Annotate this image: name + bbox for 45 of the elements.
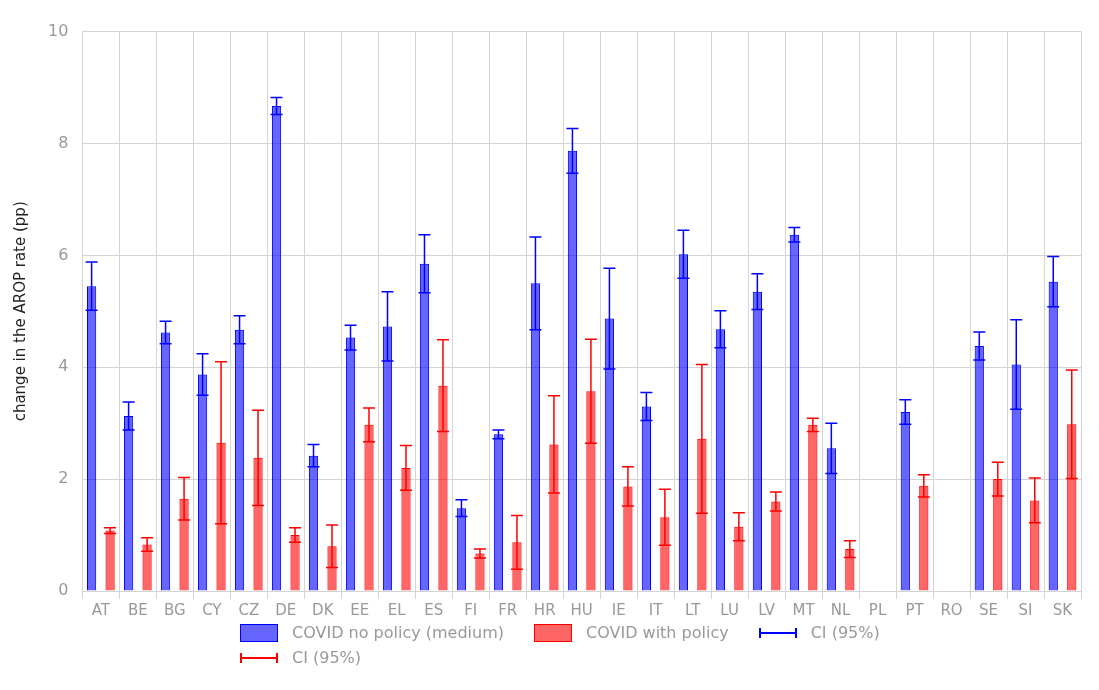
- x-tick-label: CY: [202, 600, 223, 619]
- x-tick-label: DE: [275, 600, 297, 619]
- y-axis-title: change in the AROP rate (pp): [10, 201, 29, 422]
- bar: [660, 517, 670, 591]
- x-tick-label: LU: [720, 600, 739, 619]
- x-tick-label: HR: [533, 600, 556, 619]
- x-tick-label: BE: [127, 600, 148, 619]
- text: CI (95%): [292, 648, 362, 667]
- bar: [549, 444, 559, 591]
- legend-label: COVID no policy (medium): [292, 623, 504, 642]
- x-tick-label: SI: [1018, 600, 1033, 619]
- legend-label: COVID with policy: [586, 623, 729, 642]
- x-tick-label: AT: [91, 600, 111, 619]
- bar: [586, 391, 596, 591]
- bar: [623, 486, 633, 591]
- bar: [105, 530, 115, 591]
- x-tick-label: FR: [498, 600, 518, 619]
- y-tick-label: 8: [58, 132, 69, 152]
- x-tick-label: ES: [424, 600, 444, 619]
- x-tick-label: FI: [464, 600, 478, 619]
- x-tick-label: PT: [905, 600, 925, 619]
- x-tick-label: PL: [868, 600, 887, 619]
- x-tick-label: EL: [387, 600, 407, 619]
- x-tick-label: IE: [611, 600, 626, 619]
- x-tick-label: MT: [792, 600, 816, 619]
- y-tick-label: 4: [58, 356, 69, 376]
- x-tick-label: NL: [830, 600, 852, 619]
- x-tick-label: BG: [164, 600, 186, 619]
- x-tick-label: RO: [940, 600, 963, 619]
- x-tick-label: LV: [758, 600, 776, 619]
- y-tick-label: 0: [58, 580, 69, 600]
- x-tick-label: SE: [979, 600, 999, 619]
- y-tick-label: 6: [58, 244, 69, 264]
- x-tick-label: DK: [312, 600, 335, 619]
- bar: [512, 542, 522, 591]
- bar: [327, 546, 337, 591]
- x-tick-label: SK: [1052, 600, 1074, 619]
- y-tick-label: 10: [48, 20, 69, 40]
- x-tick-label: CZ: [238, 600, 260, 619]
- x-tick-label: EE: [350, 600, 370, 619]
- x-tick-label: LT: [684, 600, 702, 619]
- text: CI (95%): [810, 623, 880, 642]
- x-tick-label: IT: [648, 600, 664, 619]
- x-tick-label: HU: [570, 600, 593, 619]
- y-tick-label: 2: [58, 468, 69, 488]
